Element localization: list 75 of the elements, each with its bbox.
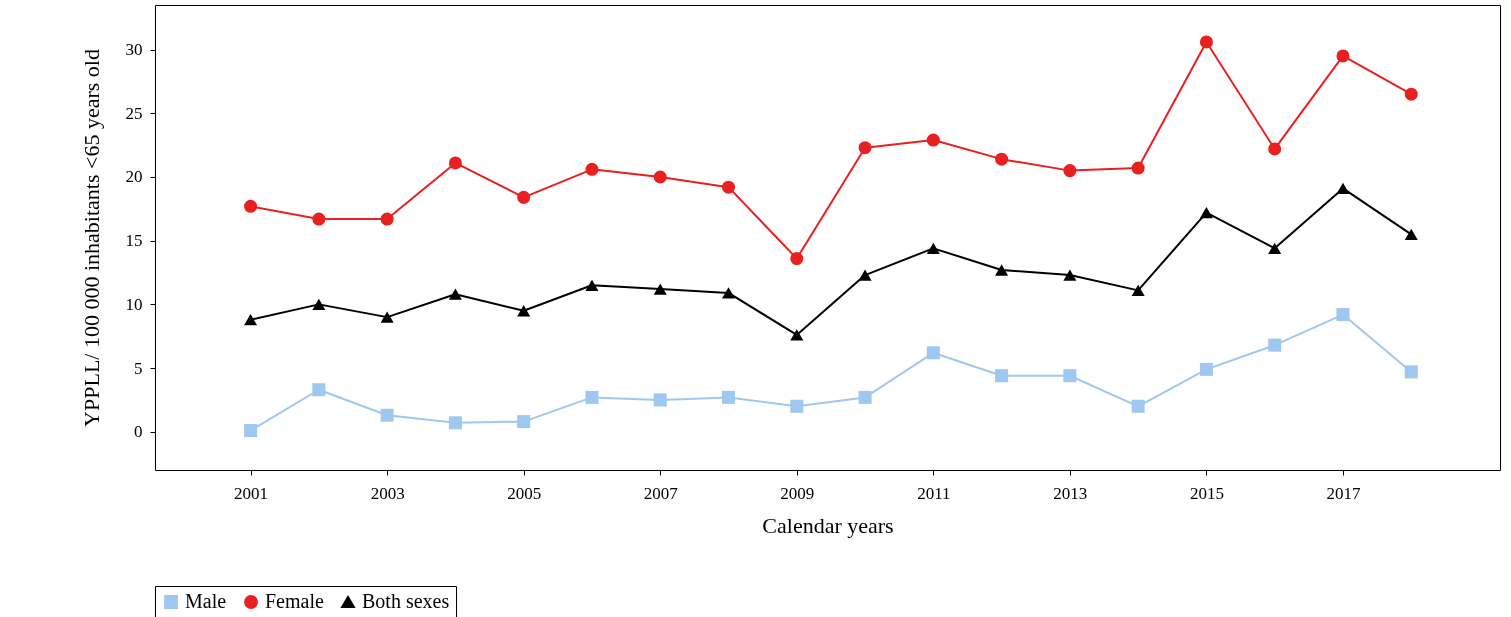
point — [517, 190, 531, 204]
y-tick-label: 5 — [134, 358, 143, 378]
y-tick-label: 10 — [125, 294, 143, 314]
point — [1404, 228, 1418, 240]
point — [1336, 308, 1350, 322]
point — [585, 279, 599, 291]
point — [1404, 365, 1418, 379]
point — [926, 133, 940, 147]
legend-label: Female — [265, 590, 324, 612]
point — [1131, 399, 1145, 413]
point — [380, 311, 394, 323]
point — [790, 252, 804, 266]
point — [790, 329, 804, 341]
point — [1268, 242, 1282, 254]
x-tick-label: 2011 — [917, 483, 951, 503]
point — [312, 383, 326, 397]
point — [312, 298, 326, 311]
point — [790, 399, 804, 413]
x-tick-label: 2017 — [1326, 483, 1361, 503]
point — [721, 287, 736, 299]
point — [585, 162, 599, 176]
point — [1268, 338, 1282, 352]
point — [858, 141, 872, 155]
point — [380, 408, 394, 422]
y-axis-title: YPPLL/ 100 000 inhabitants <65 years old — [78, 49, 104, 427]
point — [380, 212, 394, 226]
point — [1199, 362, 1213, 376]
point — [1268, 142, 1282, 156]
y-tick-label: 0 — [134, 422, 143, 442]
point — [1063, 164, 1077, 178]
point — [312, 212, 326, 226]
point — [585, 390, 599, 404]
legend-label: Male — [185, 590, 227, 612]
point — [858, 269, 872, 281]
point — [244, 199, 258, 213]
y-tick-label: 25 — [125, 103, 143, 123]
point — [1336, 49, 1350, 63]
point — [653, 170, 667, 184]
point — [244, 423, 258, 438]
point — [1336, 182, 1350, 195]
point — [448, 156, 462, 170]
point — [858, 390, 872, 404]
point — [926, 242, 940, 254]
y-tick-label: 15 — [125, 231, 143, 251]
point — [517, 305, 531, 317]
x-tick-label: 2007 — [643, 483, 679, 503]
x-tick-label: 2003 — [370, 483, 405, 503]
x-axis-title: Calendar years — [762, 512, 894, 538]
y-tick-label: 20 — [125, 167, 143, 187]
x-tick-label: 2001 — [234, 483, 269, 503]
point — [448, 416, 462, 430]
y-tick-label: 30 — [125, 40, 143, 60]
x-tick-label: 2005 — [507, 483, 542, 503]
point — [1131, 284, 1145, 297]
point — [995, 152, 1009, 166]
point — [244, 314, 258, 326]
legend-label: Both sexes — [362, 590, 450, 612]
point — [721, 390, 736, 404]
point — [721, 180, 736, 194]
point — [653, 393, 667, 407]
point — [653, 283, 667, 295]
point — [995, 264, 1009, 276]
point — [1199, 35, 1213, 49]
x-tick-label: 2009 — [780, 483, 815, 503]
point — [1199, 207, 1213, 219]
point — [926, 346, 940, 360]
point — [1404, 87, 1418, 101]
x-tick-label: 2015 — [1189, 483, 1224, 503]
point — [1063, 269, 1077, 281]
point — [1063, 369, 1077, 383]
x-tick-label: 2013 — [1053, 483, 1088, 503]
point — [995, 369, 1009, 383]
point — [517, 415, 531, 429]
point — [448, 288, 462, 300]
point — [1131, 161, 1145, 175]
